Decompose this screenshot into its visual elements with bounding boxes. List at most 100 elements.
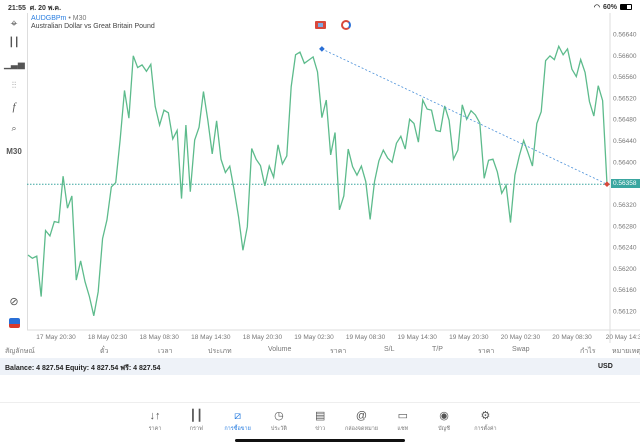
column-header[interactable]: ราคา: [330, 348, 347, 355]
trade-chart-icon: ⧄: [234, 410, 242, 422]
y-tick-label: 0.56320: [613, 202, 637, 209]
battery-icon: [620, 4, 632, 10]
nav-label: แชท: [397, 426, 409, 432]
x-tick-label: 19 May 20:30: [449, 334, 489, 341]
y-tick-label: 0.56440: [613, 138, 637, 145]
broker-clock-icon[interactable]: [341, 20, 351, 30]
chart-toolbar: ⌖ ┃┃ ▁▃▅ ⫶⫶ f ⌕ M30 ⊘: [0, 13, 27, 343]
y-tick-label: 0.56240: [613, 245, 637, 252]
nav-item-chat[interactable]: ▭ แชท: [383, 409, 423, 433]
y-tick-label: 0.56160: [613, 287, 637, 294]
column-header[interactable]: S/L: [384, 346, 395, 353]
balance-row: Balance: 4 827.54 Equity: 4 827.54 ฟรี: …: [0, 358, 640, 375]
timeframe-button[interactable]: M30: [6, 147, 22, 156]
candlestick-icon[interactable]: ┃┃: [8, 37, 20, 47]
objects-icon[interactable]: ⌕: [11, 123, 17, 133]
symbol-timeframe: M30: [72, 15, 87, 22]
status-date: ศ. 20 พ.ค.: [29, 5, 62, 12]
trendline: [321, 48, 608, 185]
nav-label: บัญชี: [438, 426, 451, 432]
status-right: ◠ 60%: [594, 3, 632, 11]
trendline-start-handle[interactable]: [319, 46, 325, 52]
column-header[interactable]: Swap: [512, 346, 530, 353]
y-tick-label: 0.56520: [613, 95, 637, 102]
y-tick-label: 0.56200: [613, 266, 637, 273]
nav-label: กล่องจดหมาย: [344, 426, 379, 432]
nav-label: การซื้อขาย: [224, 426, 251, 432]
x-tick-label: 19 May 08:30: [346, 334, 386, 341]
nav-item-mailbox[interactable]: @ กล่องจดหมาย: [342, 409, 382, 433]
function-icon[interactable]: f: [12, 101, 16, 113]
settings-icon: ⚙: [480, 410, 491, 422]
nav-item-settings[interactable]: ⚙ การตั้งค่า: [465, 409, 505, 433]
nav-item-trade-chart[interactable]: ⧄ การซื้อขาย: [218, 409, 258, 433]
x-tick-label: 18 May 02:30: [88, 334, 128, 341]
news-icon: ▤: [314, 410, 326, 422]
nav-item-account[interactable]: ◉ บัญชี: [424, 409, 464, 433]
nav-item-history[interactable]: ◷ ประวัติ: [259, 409, 299, 433]
x-tick-label: 17 May 20:30: [36, 334, 76, 341]
account-icon: ◉: [439, 410, 449, 422]
x-tick-label: 18 May 20:30: [243, 334, 283, 341]
column-header[interactable]: ประเภท: [208, 348, 232, 355]
sort-arrows-icon: ↓↑: [149, 410, 161, 422]
home-indicator[interactable]: [235, 439, 405, 442]
chart-area[interactable]: 0.56640 0.56600 0.56560 0.56520 0.56480 0.564…: [27, 13, 640, 343]
column-header[interactable]: กำไร: [580, 348, 596, 355]
column-header[interactable]: T/P: [432, 346, 443, 353]
mailbox-icon: @: [355, 410, 368, 422]
nav-label: ราคา: [148, 426, 162, 432]
nav-item-sort-arrows[interactable]: ↓↑ ราคา: [135, 409, 175, 433]
bottom-nav: ↓↑ ราคา ┃┃ กราฟ ⧄ การซื้อขาย ◷ ประวัติ ▤ ข่าว @ กล่…: [0, 402, 640, 447]
symbol-name: AUDGBPm: [31, 15, 67, 22]
x-tick-label: 20 May 02:30: [501, 334, 541, 341]
separator: •: [68, 15, 71, 22]
status-time: 21:55 ศ. 20 พ.ค.: [8, 3, 61, 14]
x-tick-label: 20 May 14:3: [606, 334, 640, 341]
nav-label: ประวัติ: [270, 426, 287, 432]
currency: USD: [598, 363, 613, 370]
nav-label: การตั้งค่า: [474, 426, 497, 432]
history-icon: ◷: [274, 410, 284, 422]
current-price-label: 0.56358: [611, 179, 640, 188]
column-header[interactable]: เวลา: [158, 348, 173, 355]
price-chart[interactable]: 0.56640 0.56600 0.56560 0.56520 0.56480 0.564…: [27, 13, 640, 343]
nav-item-news[interactable]: ▤ ข่าว: [300, 409, 340, 433]
trade-table-header: สัญลักษณ์ ตั๋ว เวลา ประเภท Volume ราคา S/L T/P ร…: [0, 342, 640, 357]
y-tick-label: 0.56280: [613, 223, 637, 230]
y-tick-label: 0.56120: [613, 309, 637, 316]
y-tick-label: 0.56480: [613, 117, 637, 124]
chat-icon: ▭: [397, 410, 408, 422]
crosshair-icon[interactable]: ⌖: [10, 16, 18, 30]
one-click-trading-icon[interactable]: ⊘: [9, 296, 19, 308]
x-tick-label: 19 May 14:30: [398, 334, 438, 341]
column-header[interactable]: หมายเหตุ: [612, 348, 640, 355]
x-tick-label: 20 May 08:30: [552, 334, 592, 341]
y-tick-label: 0.56400: [613, 159, 637, 166]
column-header[interactable]: สัญลักษณ์: [5, 348, 35, 355]
column-header[interactable]: Volume: [268, 346, 292, 353]
indicators-icon[interactable]: ⫶⫶: [11, 80, 17, 90]
broker-logo-icon[interactable]: [4, 318, 24, 330]
balance-text: Balance: 4 827.54 Equity: 4 827.54 ฟรี: …: [5, 365, 161, 372]
column-header[interactable]: ราคา: [478, 348, 495, 355]
symbol-header: AUDGBPm • M30: [31, 15, 86, 22]
x-tick-label: 18 May 08:30: [140, 334, 180, 341]
candlestick-icon: ┃┃: [189, 410, 203, 422]
trendline-end-handle[interactable]: [604, 181, 610, 188]
battery-percent: 60%: [602, 3, 617, 11]
nav-label: กราฟ: [189, 426, 203, 432]
wifi-icon: ◠: [593, 4, 600, 11]
y-tick-label: 0.56640: [613, 32, 637, 39]
y-tick-label: 0.56560: [613, 74, 637, 81]
x-tick-label: 18 May 14:30: [191, 334, 231, 341]
nav-item-candlestick[interactable]: ┃┃ กราฟ: [176, 409, 216, 433]
flag-icon[interactable]: [315, 21, 326, 29]
y-tick-label: 0.56600: [613, 53, 637, 60]
x-tick-label: 19 May 02:30: [294, 334, 334, 341]
price-line: [27, 44, 608, 316]
nav-label: ข่าว: [315, 426, 326, 432]
symbol-description: Australian Dollar vs Great Britain Pound: [31, 23, 155, 30]
column-header[interactable]: ตั๋ว: [100, 348, 109, 355]
chart-type-icon[interactable]: ▁▃▅: [4, 59, 25, 69]
